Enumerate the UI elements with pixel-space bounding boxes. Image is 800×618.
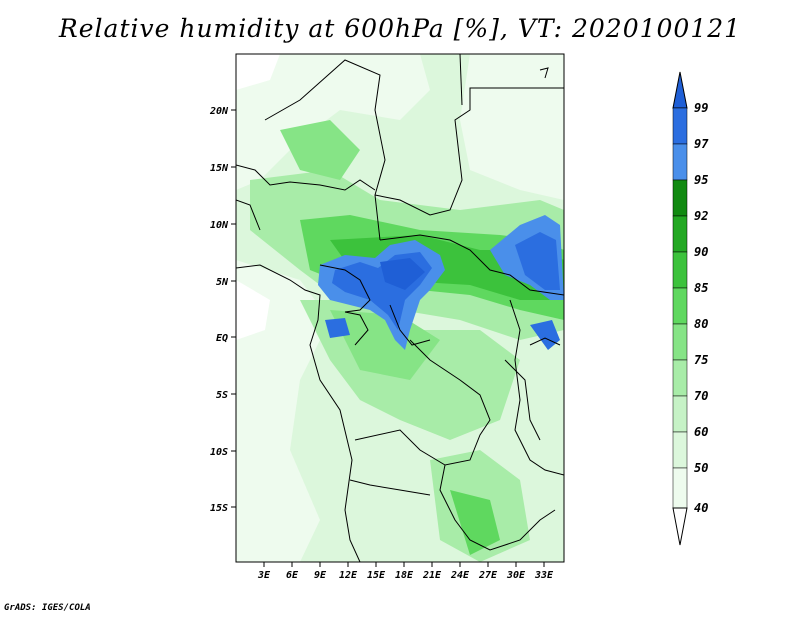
lon-tick-label: 18E [395,570,414,581]
lat-tick-label: 15S [210,503,228,514]
colorbar-label: 95 [694,173,708,187]
lon-tick-label: 27E [478,570,498,581]
humidity-field [236,54,564,562]
colorbar-segment [672,323,688,361]
colorbar-label: 85 [694,281,708,295]
lat-tick-label: EQ [216,333,228,344]
colorbar-segment [672,359,688,397]
colorbar-segment [672,431,688,469]
colorbar-segment [672,179,688,217]
colorbar-segment [672,251,688,289]
colorbar: 99 97 95 92 90 85 80 75 70 60 50 40 [672,71,709,546]
colorbar-top-arrow [672,71,688,109]
colorbar-label: 99 [694,101,708,115]
colorbar-label: 50 [694,461,708,475]
colorbar-segment [672,143,688,181]
lon-tick-label: 6E [286,570,299,581]
country-borders [236,54,564,562]
colorbar-label: 92 [694,209,708,223]
lat-tick-label: 15N [210,163,229,174]
lon-tick-label: 12E [339,570,358,581]
colorbar-segment [672,467,688,509]
colorbar-label: 60 [694,425,708,439]
lon-axis: 3E 6E 9E 12E 15E 18E 21E 24E 27E 30E 33E [257,562,554,581]
colorbar-label: 80 [694,317,708,331]
colorbar-label: 75 [694,353,708,367]
map-title: Relative humidity at 600hPa [%], VT: 202… [58,14,742,43]
lon-tick-label: 3E [257,570,271,581]
grads-credit: GrADS: IGES/COLA [4,603,91,613]
colorbar-label: 97 [694,137,709,151]
lon-tick-label: 21E [422,570,442,581]
lat-axis: 20N 15N 10N 5N EQ 5S 10S 15S [209,106,236,514]
lat-tick-label: 20N [209,106,229,117]
colorbar-label: 90 [694,245,708,259]
lat-tick-label: 5S [216,390,228,401]
colorbar-segment [672,107,688,145]
lat-tick-label: 10S [210,447,228,458]
lon-tick-label: 9E [314,570,327,581]
colorbar-bottom-arrow [672,507,688,546]
lon-tick-label: 24E [450,570,470,581]
lon-tick-label: 15E [367,570,386,581]
lat-tick-label: 5N [216,277,229,288]
lon-tick-label: 30E [506,570,526,581]
colorbar-label: 70 [694,389,708,403]
lon-tick-label: 33E [534,570,554,581]
lat-tick-label: 10N [210,220,229,231]
colorbar-segment [672,287,688,325]
map-frame [235,53,565,563]
colorbar-label: 40 [694,501,708,515]
colorbar-segment [672,395,688,433]
colorbar-segment [672,215,688,253]
